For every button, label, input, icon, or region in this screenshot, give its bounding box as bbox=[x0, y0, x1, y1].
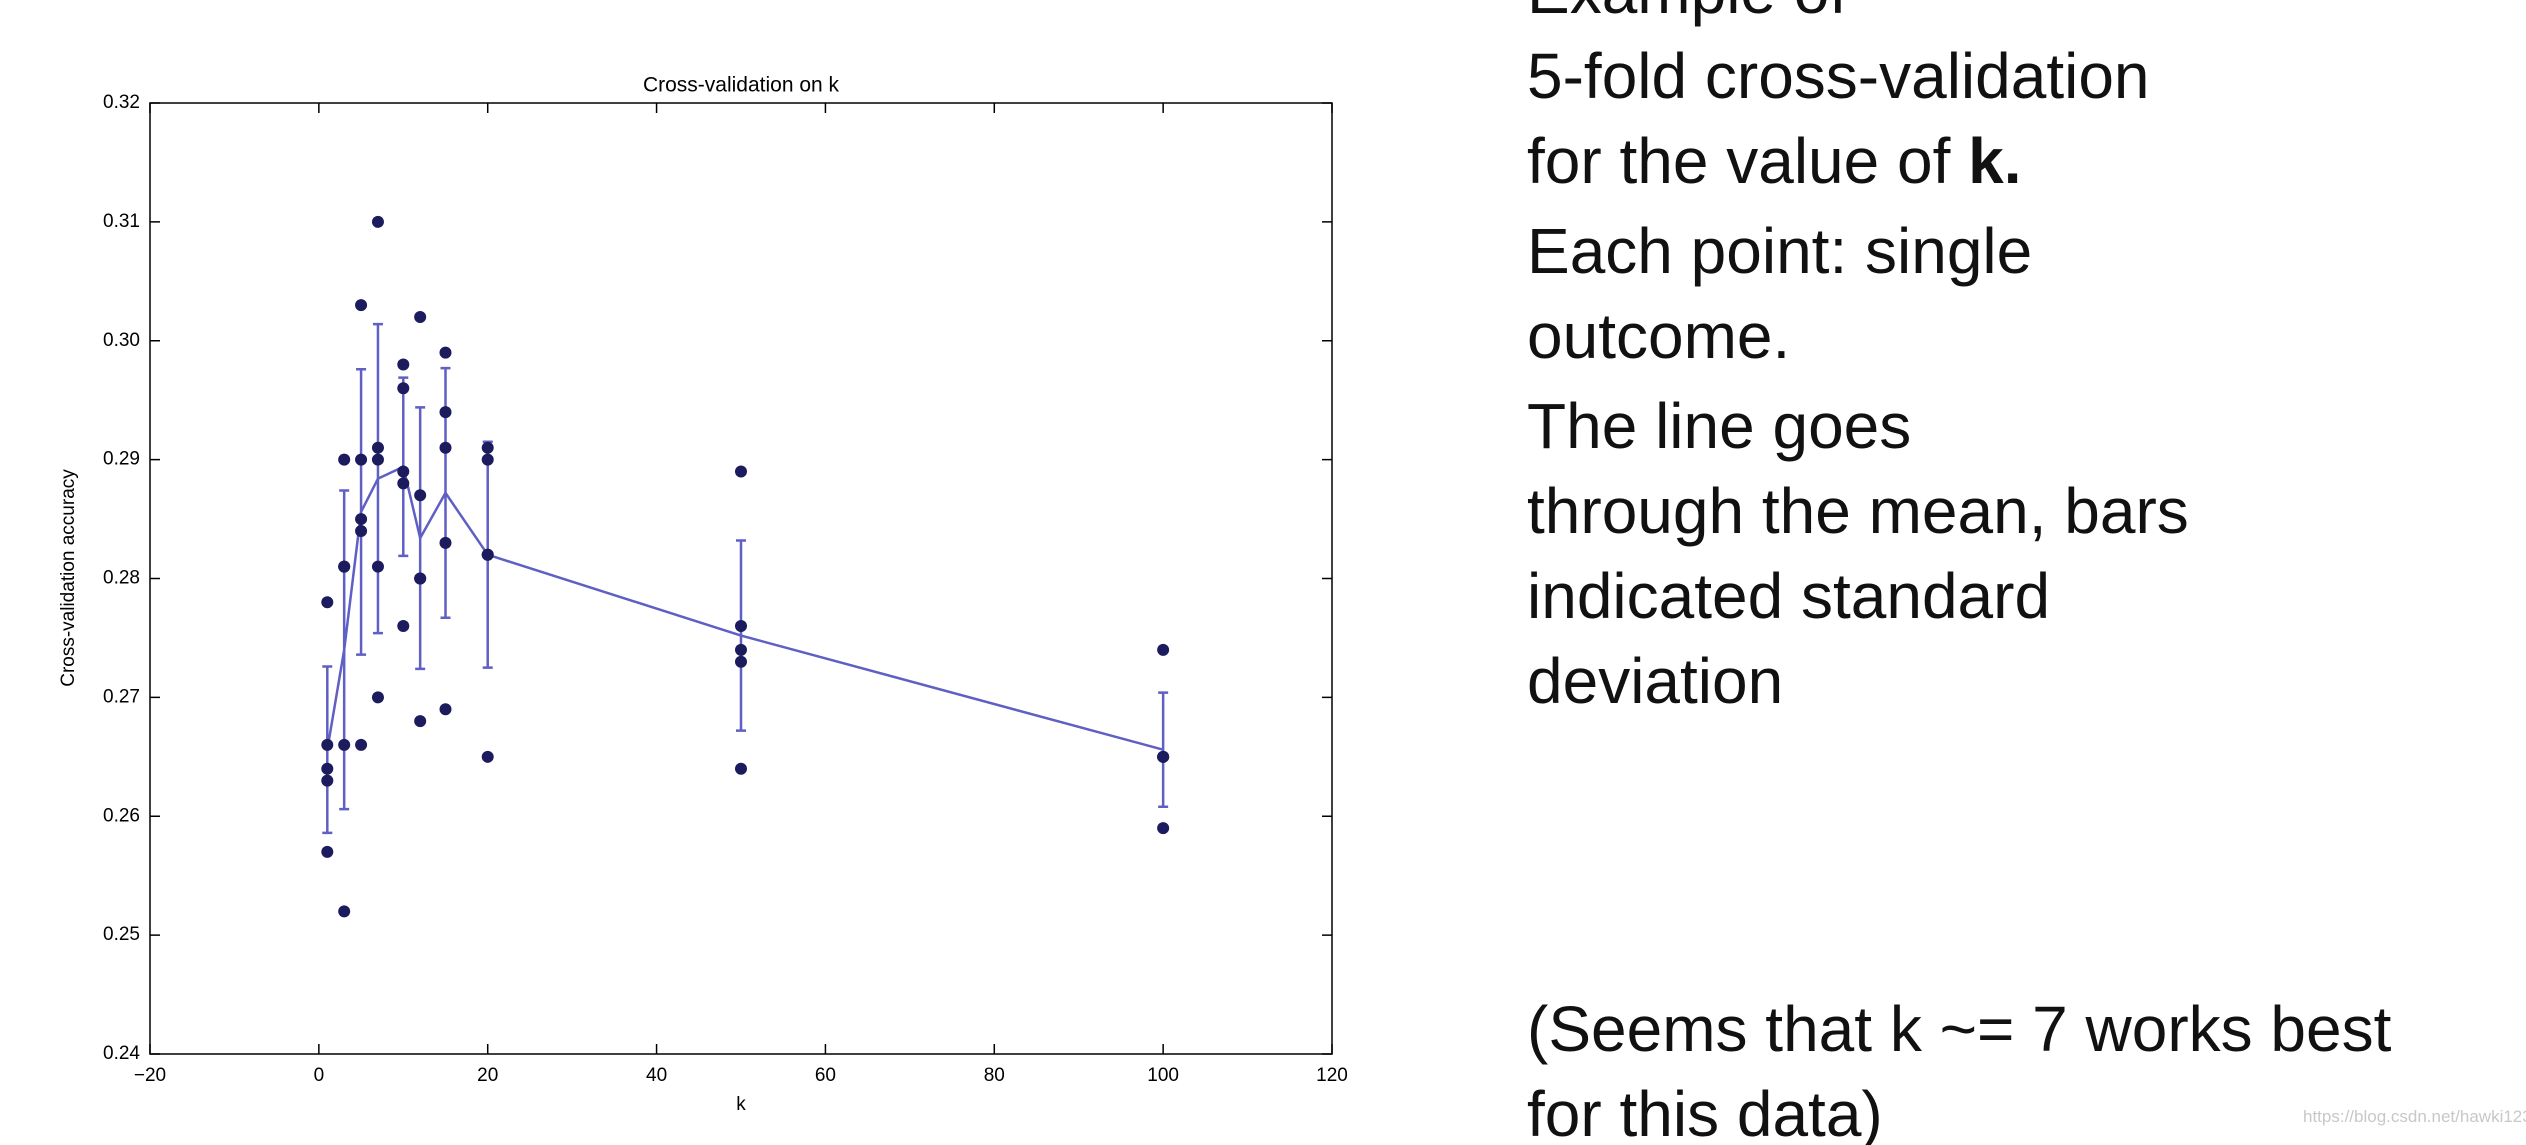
data-point bbox=[481, 750, 494, 763]
data-point bbox=[414, 715, 427, 728]
mean-line bbox=[326, 464, 1164, 751]
plot-frame bbox=[149, 102, 1333, 1055]
y-tick-label: 0.29 bbox=[103, 449, 140, 470]
y-tick-label: 0.24 bbox=[103, 1043, 140, 1064]
y-tick-label: 0.25 bbox=[103, 924, 140, 945]
x-tick-label: 120 bbox=[1316, 1065, 1348, 1086]
data-point bbox=[439, 441, 452, 454]
error-bar bbox=[1158, 691, 1169, 808]
data-point bbox=[481, 441, 494, 454]
data-point bbox=[321, 596, 334, 609]
text-line: Each point: single bbox=[1527, 215, 2032, 287]
x-tick-label: 100 bbox=[1147, 1065, 1179, 1086]
x-tick-label: 20 bbox=[477, 1065, 498, 1086]
data-point bbox=[735, 465, 747, 478]
data-point bbox=[321, 774, 334, 787]
plot: −20 0 20 40 60 80 100 120 0.24 0.25 0.26 0.27 0.28 0.… bbox=[103, 92, 1348, 1086]
text-line: The line goes bbox=[1527, 390, 1911, 462]
slide-text: Example of 5-fold cross-validation for the… bbox=[1527, 0, 2526, 1145]
data-point bbox=[397, 477, 410, 490]
data-point bbox=[338, 905, 351, 918]
data-point bbox=[735, 643, 747, 656]
data-point bbox=[321, 738, 334, 751]
error-bar bbox=[339, 489, 350, 811]
data-point bbox=[439, 346, 452, 359]
note-line: for this data) bbox=[1527, 1078, 1883, 1145]
y-tick-label: 0.26 bbox=[103, 805, 140, 826]
data-point bbox=[355, 453, 368, 466]
data-point bbox=[338, 738, 351, 751]
note-line: (Seems that k ~= 7 works best bbox=[1527, 993, 2392, 1065]
data-point bbox=[371, 215, 384, 228]
x-tick-label: 80 bbox=[984, 1065, 1005, 1086]
data-point bbox=[321, 845, 334, 858]
data-point bbox=[1157, 822, 1170, 835]
text-line: 5-fold cross-validation bbox=[1527, 40, 2150, 112]
data-point bbox=[338, 453, 351, 466]
text: for the value of bbox=[1527, 125, 1968, 197]
data-point bbox=[355, 513, 368, 526]
y-tick-label: 0.27 bbox=[103, 686, 140, 707]
text-line: outcome. bbox=[1527, 300, 1790, 372]
data-point bbox=[414, 310, 427, 323]
data-point bbox=[1157, 750, 1170, 763]
x-tick-label: 60 bbox=[815, 1065, 836, 1086]
data-point bbox=[735, 620, 747, 633]
data-point bbox=[397, 358, 410, 371]
data-point bbox=[355, 299, 368, 312]
bold-text: k. bbox=[1968, 125, 2021, 197]
data-point bbox=[481, 453, 494, 466]
data-point bbox=[371, 441, 384, 454]
error-bar bbox=[372, 322, 383, 635]
y-axis-label: Cross-validation accuracy bbox=[58, 469, 79, 687]
data-point bbox=[414, 572, 427, 585]
watermark: https://blog.csdn.net/hawki123 bbox=[2303, 1107, 2526, 1126]
data-point bbox=[481, 548, 494, 561]
data-point bbox=[735, 762, 747, 775]
data-point bbox=[355, 738, 368, 751]
data-point bbox=[371, 691, 384, 704]
data-point bbox=[1157, 643, 1170, 656]
error-bar bbox=[415, 406, 426, 671]
error-bar bbox=[736, 539, 746, 732]
y-tick-label: 0.28 bbox=[103, 568, 140, 589]
y-tick-label: 0.31 bbox=[103, 211, 140, 232]
y-tick-label: 0.32 bbox=[103, 92, 140, 113]
y-tick-label: 0.30 bbox=[103, 330, 140, 351]
data-point bbox=[397, 465, 410, 478]
error-bar bbox=[356, 368, 367, 656]
data-point bbox=[439, 406, 452, 419]
x-tick-label: 40 bbox=[646, 1065, 667, 1086]
data-point bbox=[414, 489, 427, 502]
data-point bbox=[355, 524, 368, 537]
data-point bbox=[397, 620, 410, 633]
text-line: deviation bbox=[1527, 645, 1783, 717]
data-point bbox=[439, 536, 452, 549]
data-point bbox=[371, 560, 384, 573]
chart-title: Cross-validation on k bbox=[643, 74, 840, 97]
text-line: through the mean, bars bbox=[1527, 475, 2189, 547]
data-point bbox=[439, 703, 452, 716]
data-point bbox=[321, 762, 334, 775]
x-tick-label: 0 bbox=[314, 1065, 325, 1086]
x-tick-label: −20 bbox=[134, 1065, 166, 1086]
data-point bbox=[735, 655, 747, 668]
text-line: Example of bbox=[1527, 0, 1847, 27]
data-point bbox=[338, 560, 351, 573]
x-axis-label: k bbox=[736, 1094, 746, 1115]
text-line: for the value of k. bbox=[1527, 125, 2022, 197]
data-point bbox=[371, 453, 384, 466]
text-line: indicated standard bbox=[1527, 560, 2050, 632]
data-point bbox=[397, 382, 410, 395]
